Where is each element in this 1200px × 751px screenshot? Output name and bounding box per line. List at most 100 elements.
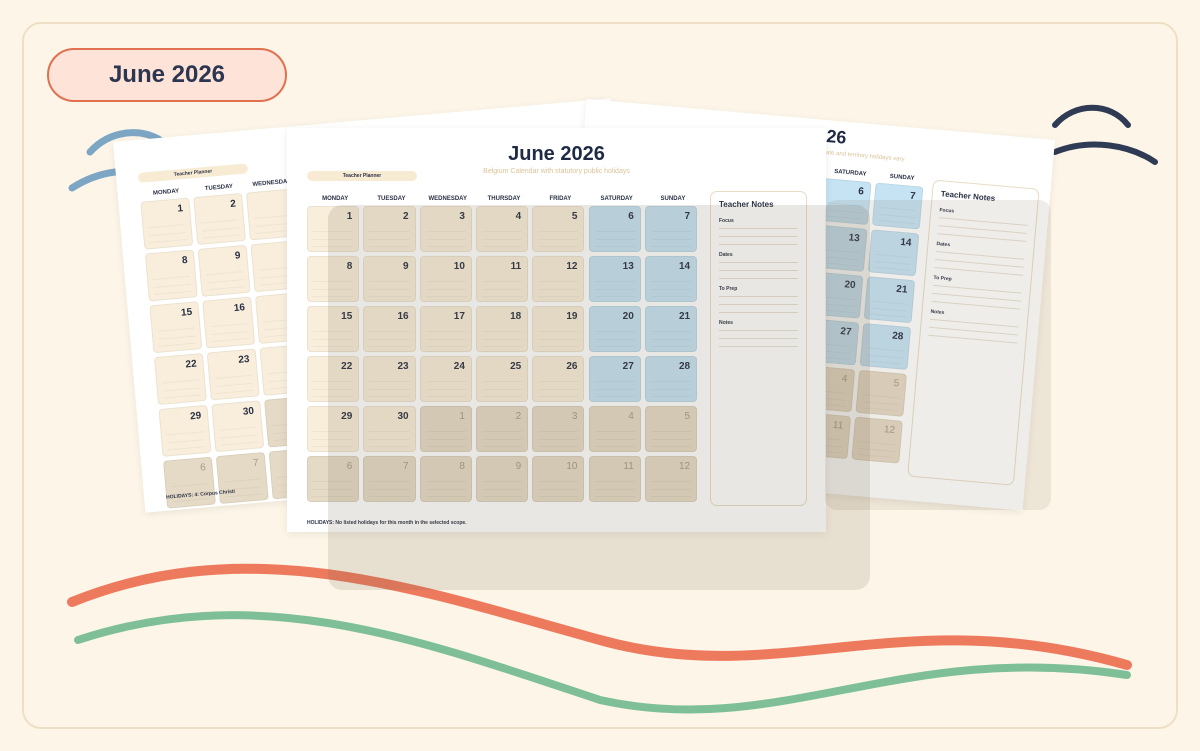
day-cell: 8 [419,456,472,502]
day-cell: 4 [475,206,529,252]
day-cell: 7 [215,451,269,505]
day-number: 7 [252,457,260,470]
cell-rule [313,381,354,383]
day-number: 30 [242,405,255,418]
cell-rule [157,327,195,333]
cell-rule [594,388,635,390]
cell-rule [481,431,523,433]
day-number: 16 [397,311,409,322]
day-number: 4 [515,211,522,222]
planner-tag: Teacher Planner [137,163,249,183]
cell-rule [594,445,635,447]
day-number: 12 [566,261,578,272]
day-number: 2 [515,411,522,422]
cell-rule [650,338,692,340]
day-number: 23 [397,361,409,372]
cell-rule [650,488,692,490]
notes-section: Focus [719,218,734,224]
cell-rule [369,338,410,340]
day-number: 3 [571,411,578,422]
cell-rule [425,238,466,240]
cell-rule [224,478,261,483]
cell-rule [538,388,579,390]
cell-rule [650,438,692,440]
deco-line [1052,104,1131,128]
day-cell: 12 [644,456,698,502]
day-cell: 28 [644,356,698,402]
cell-rule [538,431,579,433]
deco-line [86,129,164,156]
month-badge: June 2026 [47,48,287,102]
cell-rule [594,488,635,490]
cell-rule [148,224,186,229]
day-number: 4 [628,411,634,422]
cell-rule [369,238,410,240]
day-cell: 30 [211,400,265,453]
cell-rule [594,345,635,347]
day-cell: 22 [153,352,207,406]
cell-rule [369,331,410,333]
cell-rule [481,345,523,347]
day-cell: 20 [588,306,641,352]
weekday-label: THURSDAY [487,196,521,202]
day-number: 6 [628,211,634,222]
cell-rule [481,281,523,283]
weekday-label: SUNDAY [889,173,915,182]
day-cell: 6 [307,456,360,502]
day-number: 25 [510,361,522,372]
cell-rule [425,338,466,340]
cell-rule [538,338,579,340]
cell-rule [650,281,692,283]
day-cell: 1 [140,197,194,250]
day-cell: 6 [588,206,641,252]
day-number: 15 [180,306,193,319]
cell-rule [210,323,248,328]
day-number: 7 [684,211,691,222]
weekday-label: TUESDAY [377,196,406,202]
cell-rule [481,495,523,497]
cell-rule [538,381,579,383]
note-line [719,244,798,245]
cell-rule [369,495,410,497]
cell-rule [313,395,354,397]
cell-rule [481,231,523,233]
cell-rule [369,295,410,297]
cell-rule [594,431,635,433]
day-number: 7 [403,461,409,472]
cell-rule [313,445,354,447]
cell-rule [650,245,692,247]
cell-rule [650,495,692,497]
day-cell: 9 [475,456,529,502]
cell-rule [425,388,466,390]
day-number: 5 [684,411,691,422]
cell-rule [201,219,239,224]
cell-rule [481,388,523,390]
day-number: 1 [346,211,353,222]
day-number: 28 [678,361,691,372]
cell-rule [313,281,354,283]
note-line [719,236,798,237]
cell-rule [313,245,354,247]
cell-rule [149,239,187,244]
cell-rule [369,395,410,397]
cell-rule [594,438,635,440]
cell-rule [369,438,410,440]
cell-rule [650,395,692,397]
cell-rule [171,483,209,488]
cell-rule [162,379,200,384]
cell-rule [650,331,692,333]
day-cell: 15 [149,301,203,354]
day-number: 18 [510,311,522,322]
weekday-label: MONDAY [322,196,349,202]
day-cell: 5 [532,206,585,252]
cell-rule [538,395,579,397]
day-number: 24 [453,361,465,372]
day-number: 2 [229,198,237,210]
note-line [719,346,798,347]
day-cell: 1 [419,406,472,452]
day-number: 8 [459,461,465,472]
note-line [719,270,798,271]
cell-rule [205,271,243,276]
day-number: 10 [566,461,578,472]
cell-rule [313,431,354,433]
